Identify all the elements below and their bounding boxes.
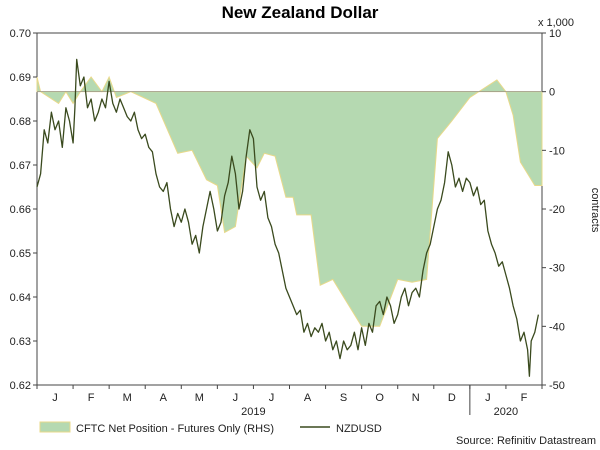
x-tick-label-9: O	[375, 392, 384, 404]
x-tick-label-0: J	[52, 392, 58, 404]
right-tick-label-5: 0	[549, 87, 555, 99]
x-tick-label-7: A	[304, 392, 312, 404]
x-tick-label-6: J	[269, 392, 275, 404]
x-tick-label-11: D	[448, 392, 456, 404]
x-tick-label-4: M	[195, 392, 204, 404]
series-nzdusd-line	[36, 58, 540, 377]
legend: CFTC Net Position - Futures Only (RHS) N…	[39, 421, 382, 435]
year-label-2019: 2019	[241, 406, 265, 418]
right-tick-label-3: -20	[549, 204, 565, 216]
x-tick-label-13: F	[521, 392, 528, 404]
left-tick-label-0: 0.62	[10, 380, 31, 392]
left-tick-label-6: 0.68	[10, 116, 31, 128]
left-tick-label-2: 0.64	[10, 292, 31, 304]
legend-label-cftc: CFTC Net Position - Futures Only (RHS)	[76, 423, 274, 435]
right-axis-label: contracts	[589, 188, 600, 233]
x-tick-label-2: M	[123, 392, 132, 404]
left-tick-label-3: 0.65	[10, 248, 31, 260]
left-tick-label-5: 0.67	[10, 160, 31, 172]
x-tick-label-8: S	[340, 392, 347, 404]
right-tick-label-0: -50	[549, 380, 565, 392]
x-tick-label-3: A	[160, 392, 168, 404]
legend-swatch-cftc	[39, 421, 71, 433]
series-cftc-area	[36, 75, 543, 327]
left-tick-label-4: 0.66	[10, 204, 31, 216]
year-label-2020: 2020	[494, 406, 518, 418]
left-tick-label-1: 0.63	[10, 336, 31, 348]
x-tick-label-5: J	[233, 392, 239, 404]
chart-title: New Zealand Dollar	[222, 3, 379, 22]
plot-area: 0.62 0.63 0.64 0.65 0.66 0.67 0.68 0.69 0.70 -50 -…	[10, 28, 565, 418]
x-tick-label-1: F	[88, 392, 95, 404]
right-tick-label-4: -10	[549, 145, 565, 157]
left-tick-label-7: 0.69	[10, 72, 31, 84]
right-axis-unit: x 1,000	[538, 17, 574, 29]
x-tick-label-12: J	[485, 392, 491, 404]
right-tick-label-6: 10	[549, 28, 561, 40]
source-note: Source: Refinitiv Datastream	[456, 435, 596, 447]
x-tick-label-10: N	[412, 392, 420, 404]
left-tick-label-8: 0.70	[10, 28, 31, 40]
right-tick-label-2: -30	[549, 263, 565, 275]
legend-label-nzdusd: NZDUSD	[336, 423, 382, 435]
right-tick-label-1: -40	[549, 321, 565, 333]
